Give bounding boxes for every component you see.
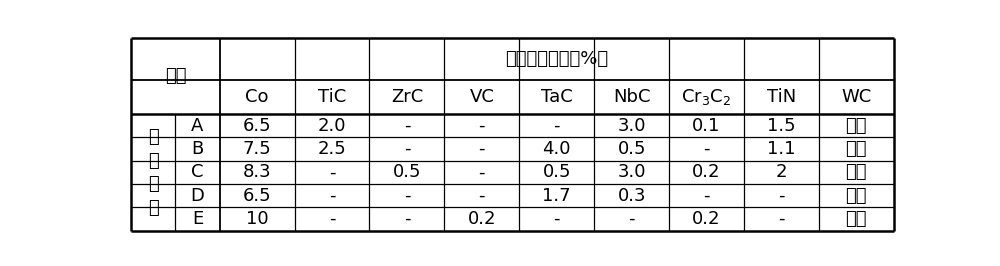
Text: 0.5: 0.5 (617, 140, 646, 158)
Text: 剩余: 剩余 (846, 140, 867, 158)
Text: E: E (192, 210, 203, 228)
Text: -: - (329, 187, 335, 205)
Text: -: - (404, 117, 410, 135)
Text: -: - (329, 163, 335, 181)
Text: -: - (778, 187, 785, 205)
Text: C: C (191, 163, 204, 181)
Text: 0.1: 0.1 (692, 117, 721, 135)
Text: 0.2: 0.2 (692, 163, 721, 181)
Text: -: - (553, 210, 560, 228)
Text: 4.0: 4.0 (542, 140, 571, 158)
Text: VC: VC (469, 88, 494, 106)
Text: B: B (191, 140, 204, 158)
Text: Co: Co (245, 88, 269, 106)
Text: 8.3: 8.3 (243, 163, 271, 181)
Text: 剩余: 剩余 (846, 187, 867, 205)
Text: 类别: 类别 (165, 67, 186, 85)
Text: TiC: TiC (318, 88, 346, 106)
Text: $\mathregular{Cr_3C_2}$: $\mathregular{Cr_3C_2}$ (681, 87, 732, 107)
Text: 0.2: 0.2 (468, 210, 496, 228)
Text: 0.5: 0.5 (393, 163, 421, 181)
Text: 0.5: 0.5 (542, 163, 571, 181)
Text: -: - (329, 210, 335, 228)
Text: 工
具
基
体: 工 具 基 体 (148, 128, 159, 217)
Text: 1.5: 1.5 (767, 117, 796, 135)
Text: 3.0: 3.0 (617, 163, 646, 181)
Text: -: - (778, 210, 785, 228)
Text: -: - (479, 140, 485, 158)
Text: NbC: NbC (613, 88, 650, 106)
Text: -: - (479, 187, 485, 205)
Text: 2.0: 2.0 (318, 117, 346, 135)
Text: TiN: TiN (767, 88, 796, 106)
Text: -: - (553, 117, 560, 135)
Text: D: D (191, 187, 204, 205)
Text: 6.5: 6.5 (243, 117, 271, 135)
Text: -: - (404, 210, 410, 228)
Text: 配合组成（质量%）: 配合组成（质量%） (505, 50, 608, 68)
Text: -: - (479, 117, 485, 135)
Text: 0.2: 0.2 (692, 210, 721, 228)
Text: -: - (404, 140, 410, 158)
Text: -: - (703, 140, 710, 158)
Text: 7.5: 7.5 (243, 140, 271, 158)
Text: TaC: TaC (541, 88, 573, 106)
Text: A: A (191, 117, 204, 135)
Text: 2.5: 2.5 (318, 140, 346, 158)
Text: -: - (628, 210, 635, 228)
Text: WC: WC (841, 88, 871, 106)
Text: ZrC: ZrC (391, 88, 423, 106)
Text: 1.7: 1.7 (542, 187, 571, 205)
Text: -: - (404, 187, 410, 205)
Text: 10: 10 (246, 210, 268, 228)
Text: -: - (703, 187, 710, 205)
Text: 2: 2 (776, 163, 787, 181)
Text: 3.0: 3.0 (617, 117, 646, 135)
Text: 剩余: 剩余 (846, 210, 867, 228)
Text: 剩余: 剩余 (846, 117, 867, 135)
Text: -: - (479, 163, 485, 181)
Text: 0.3: 0.3 (617, 187, 646, 205)
Text: 6.5: 6.5 (243, 187, 271, 205)
Text: 1.1: 1.1 (767, 140, 796, 158)
Text: 剩余: 剩余 (846, 163, 867, 181)
